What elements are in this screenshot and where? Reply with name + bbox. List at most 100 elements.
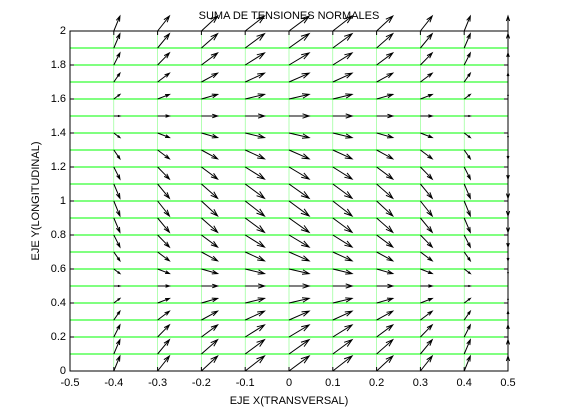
arrow <box>113 338 121 355</box>
arrow <box>244 52 266 66</box>
y-tick-label: 0.8 <box>51 229 66 241</box>
arrow <box>463 183 471 200</box>
arrow <box>157 93 171 100</box>
arrow <box>244 310 266 321</box>
arrow <box>420 354 434 372</box>
arrow <box>420 217 434 234</box>
arrow <box>201 200 219 218</box>
arrow <box>463 149 472 161</box>
arrow <box>288 234 311 248</box>
arrow <box>332 132 354 139</box>
arrow <box>201 323 219 338</box>
arrow <box>289 283 311 289</box>
arrow <box>505 14 511 31</box>
x-tick-label: -0.1 <box>236 377 255 389</box>
arrow <box>157 338 171 355</box>
arrow <box>113 309 121 321</box>
arrow <box>157 183 171 200</box>
arrow <box>113 323 121 338</box>
arrow <box>201 283 220 289</box>
arrow <box>113 166 121 181</box>
y-tick-label: 0.6 <box>51 263 66 275</box>
x-tick-label: 0.1 <box>325 377 340 389</box>
arrow <box>420 51 434 66</box>
arrow <box>157 297 171 304</box>
y-tick-label: 1.6 <box>51 93 66 105</box>
arrow <box>288 297 311 304</box>
arrow <box>113 234 121 249</box>
arrow <box>463 51 472 66</box>
x-tick-label: 0.2 <box>369 377 384 389</box>
arrow <box>420 72 434 83</box>
arrow <box>420 93 434 100</box>
arrow <box>376 132 395 139</box>
arrow <box>332 32 354 49</box>
arrow <box>376 354 394 372</box>
arrow <box>332 268 354 275</box>
arrow <box>288 338 311 355</box>
x-tick-label: -0.2 <box>192 377 211 389</box>
arrow <box>157 310 171 321</box>
arrow <box>376 251 395 262</box>
arrow <box>376 268 395 275</box>
arrow <box>113 149 121 161</box>
arrow <box>376 323 395 338</box>
x-tick-label: -0.4 <box>104 377 123 389</box>
arrow <box>288 15 311 32</box>
arrow <box>463 217 471 234</box>
arrow <box>288 72 311 83</box>
y-tick-label: 0.4 <box>51 297 66 309</box>
y-tick-label: 1 <box>60 195 66 207</box>
arrow <box>420 114 434 118</box>
arrow <box>201 310 220 321</box>
arrow <box>420 234 434 249</box>
arrow <box>244 251 266 262</box>
arrow <box>245 93 267 100</box>
arrow <box>244 355 266 372</box>
arrow <box>201 338 219 355</box>
arrow <box>157 72 171 83</box>
arrow <box>201 51 219 66</box>
x-tick-label: 0.3 <box>413 377 428 389</box>
arrow <box>245 113 267 119</box>
arrow <box>244 15 266 32</box>
arrow <box>244 72 266 83</box>
y-tick-label: 1.2 <box>51 161 66 173</box>
arrow <box>201 72 220 83</box>
arrow <box>376 283 395 289</box>
x-axis-label: EJE X(TRANSVERSAL) <box>230 395 349 407</box>
arrow <box>332 183 354 200</box>
arrow <box>288 200 311 217</box>
arrow <box>201 93 220 100</box>
arrow <box>113 14 121 32</box>
arrow <box>157 217 171 234</box>
arrow <box>420 200 434 218</box>
arrow <box>289 113 311 119</box>
arrow <box>376 183 395 200</box>
arrow <box>332 283 354 289</box>
arrow <box>201 183 219 200</box>
arrow <box>332 93 354 100</box>
arrow <box>420 149 434 160</box>
arrow <box>420 14 434 32</box>
arrow <box>376 93 395 100</box>
arrow <box>332 310 354 321</box>
arrow <box>201 251 220 262</box>
arrow <box>201 32 219 49</box>
arrow <box>244 338 266 355</box>
arrow <box>463 323 472 338</box>
arrow <box>332 297 354 304</box>
arrow <box>420 323 434 338</box>
arrow <box>157 284 172 288</box>
arrow <box>463 251 472 263</box>
arrow <box>376 113 395 119</box>
arrow <box>244 32 266 49</box>
arrow <box>420 32 434 49</box>
arrow <box>157 234 171 249</box>
arrow <box>376 338 395 355</box>
arrow <box>332 15 354 32</box>
arrow <box>244 234 266 248</box>
arrow <box>157 200 171 218</box>
arrow <box>288 132 311 139</box>
